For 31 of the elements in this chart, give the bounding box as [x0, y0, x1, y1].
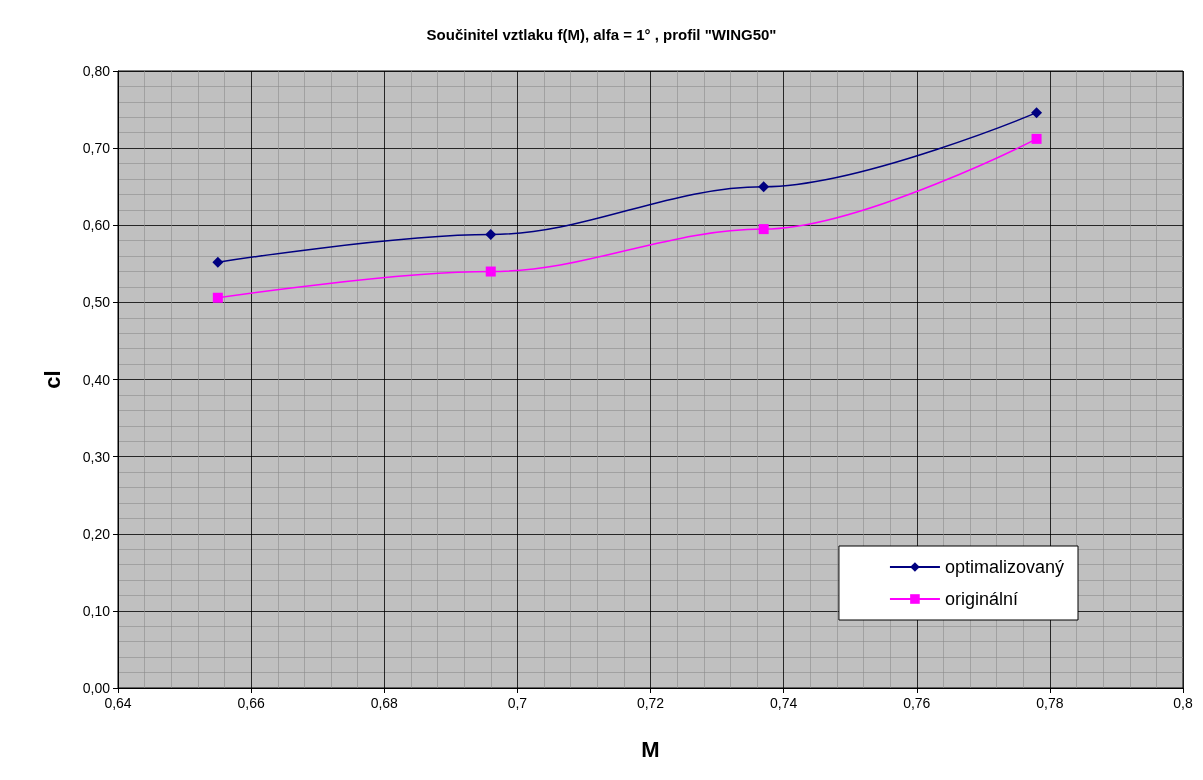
point — [485, 266, 496, 277]
y-tick-label: 0,50 — [82, 294, 111, 311]
x-tick-label: 0,64 — [104, 695, 132, 711]
point — [212, 256, 224, 268]
y-tick-label: 0,20 — [82, 525, 111, 542]
x-axis-title: M — [641, 736, 660, 762]
chart-title: Součinitel vztlaku f(M), alfa = 1° , profil "WING50" — [426, 26, 777, 43]
x-tick-label: 0,78 — [1036, 695, 1064, 711]
point — [1031, 107, 1043, 119]
y-tick-label: 0,70 — [82, 140, 111, 157]
x-tick-label: 0,76 — [903, 695, 931, 711]
x-tick-label: 0,8 — [1173, 695, 1193, 711]
point — [485, 229, 497, 241]
x-tick-label: 0,7 — [507, 695, 528, 711]
point — [1031, 133, 1042, 144]
y-tick-label: 0,80 — [82, 63, 111, 79]
y-tick-label: 0,30 — [82, 448, 111, 465]
y-tick-label: 0,00 — [82, 680, 111, 696]
point — [758, 224, 769, 235]
point — [758, 181, 770, 193]
legend-label: optimalizovaný — [944, 557, 1065, 577]
x-tick-label: 0,68 — [370, 695, 399, 711]
x-tick-label: 0,72 — [636, 695, 665, 711]
y-tick-label: 0,10 — [82, 602, 111, 619]
point — [212, 292, 223, 303]
x-tick-label: 0,74 — [770, 695, 798, 711]
legend-label: originální — [944, 589, 1018, 609]
y-tick-label: 0,40 — [82, 371, 111, 388]
y-tick-label: 0,60 — [82, 217, 111, 234]
y-axis-title: cl — [39, 370, 65, 389]
x-tick-label: 0,66 — [237, 695, 265, 711]
